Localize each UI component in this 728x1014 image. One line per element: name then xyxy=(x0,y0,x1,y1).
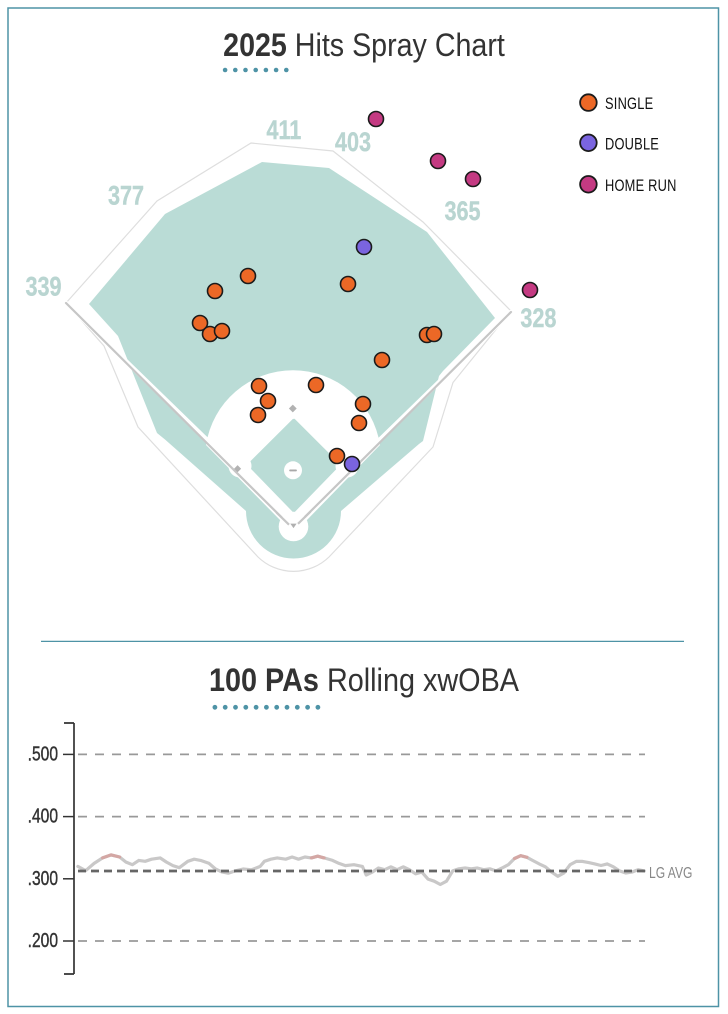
svg-text:403: 403 xyxy=(335,128,371,158)
svg-text:.300: .300 xyxy=(28,867,58,889)
svg-text:.200: .200 xyxy=(28,929,58,951)
svg-text:328: 328 xyxy=(520,304,556,334)
svg-text:411: 411 xyxy=(266,116,301,146)
svg-text:2025 Hits Spray Chart: 2025 Hits Spray Chart xyxy=(223,29,505,64)
svg-text:339: 339 xyxy=(25,272,61,302)
svg-text:.500: .500 xyxy=(28,743,58,765)
svg-text:377: 377 xyxy=(108,181,144,211)
svg-text:DOUBLE: DOUBLE xyxy=(605,135,659,154)
svg-text:SINGLE: SINGLE xyxy=(605,95,653,114)
svg-text:LG AVG: LG AVG xyxy=(649,864,692,882)
svg-text:365: 365 xyxy=(444,197,480,227)
svg-text:.400: .400 xyxy=(28,805,58,827)
svg-text:100 PAs Rolling xwOBA: 100 PAs Rolling xwOBA xyxy=(209,663,520,699)
svg-text:HOME RUN: HOME RUN xyxy=(605,176,677,195)
